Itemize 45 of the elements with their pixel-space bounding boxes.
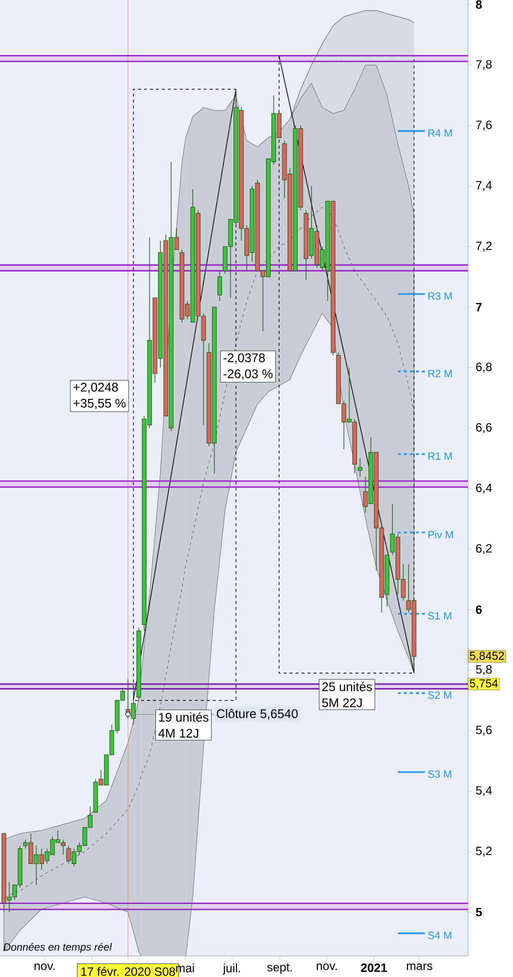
x-tick-label: mars [406,964,432,970]
text: 5,8452 [470,652,504,662]
y-tick-label: 7,6 [476,120,492,130]
y-tick-label: 5,6 [476,726,492,736]
y-tick-label: 7,4 [476,181,492,191]
y-tick-label: 7 [476,302,482,312]
y-tick-label: 7,2 [476,242,492,252]
series-label: S4 M [428,932,452,940]
annotation: 5M 22J [322,698,362,708]
annotation: Données en temps réel [4,942,112,953]
y-tick-label: 5,2 [476,846,492,857]
y-tick-label: 6,4 [476,484,492,494]
annotation: 4M 12J [158,728,198,738]
x-tick-label: nov. [34,964,55,970]
series-label: Piv M [428,530,453,538]
y-tick-label: 8 [476,0,482,9]
series-label: R4 M [428,129,452,137]
y-tick-label: 5,8 [476,665,492,676]
candlestick [358,458,362,477]
annotation: 19 unités [159,712,208,722]
y-tick-label: 6,6 [476,423,492,434]
y-tick-label: 6 [476,605,482,614]
series-label: S3 M [428,770,452,778]
y-tick-label: 7,8 [476,60,492,70]
ref-line-label: 5,754 [470,679,498,689]
y-tick-label: 6,2 [476,544,492,554]
series-label: R2 M [428,370,452,378]
x-tick-label: 2021 [361,964,387,972]
annotation: Clôture 5,6540 [216,708,298,720]
x-tick-label: juil. [222,964,240,975]
annotation: -26,03 % [224,369,273,380]
series-label: R1 M [428,452,452,460]
x-tick-label: sept. [267,964,292,974]
candlestick [217,270,222,302]
annotation: -2,0378 [224,353,265,364]
series-label: R3 M [428,292,452,300]
y-tick-label: 6,8 [476,362,492,373]
y-tick-label: 5,4 [476,786,492,796]
annotation: 25 unités [322,682,372,692]
x-tick-label: nov. [316,964,337,970]
annotation: +35,55 % [74,398,126,410]
annotation: +2,0248 [74,382,118,394]
y-tick-label: 5 [476,908,482,916]
series-label: S1 M [428,612,452,620]
series-label: S2 M [428,691,452,699]
